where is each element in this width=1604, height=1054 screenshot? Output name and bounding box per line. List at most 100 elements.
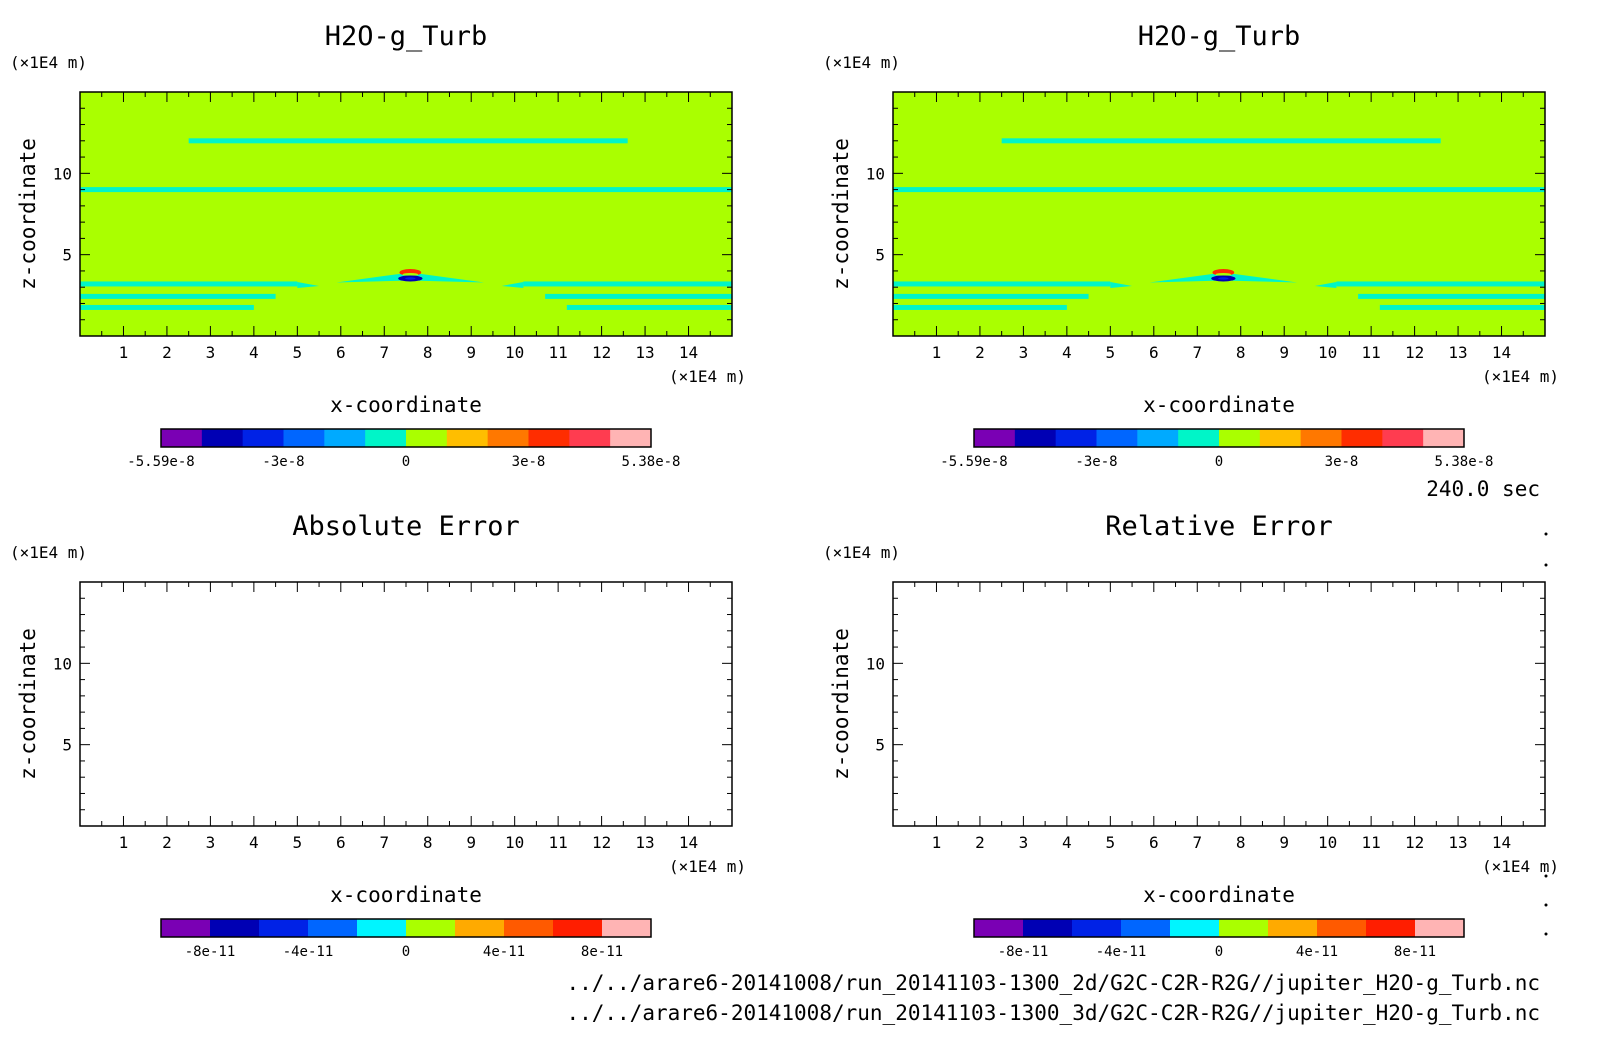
contour-band (1110, 281, 1133, 288)
x-tick-label: 4 (249, 833, 259, 852)
colorbar-segment (1219, 919, 1269, 937)
colorbar-label: 8e-11 (581, 944, 623, 960)
x-tick-label: 1 (119, 833, 129, 852)
contour-band (545, 293, 732, 299)
x-tick-label: 7 (379, 833, 389, 852)
blob-gap (1215, 272, 1232, 276)
x-tick-label: 4 (1062, 833, 1072, 852)
colorbar-segment (1317, 919, 1367, 937)
panel-title: H2O-g_Turb (1138, 21, 1301, 52)
x-tick-label: 3 (1019, 343, 1029, 362)
x-tick-label: 8 (423, 833, 433, 852)
x-tick-label: 2 (162, 343, 172, 362)
colorbar-label: 0 (402, 454, 410, 470)
x-tick-label: 5 (293, 833, 303, 852)
x-tick-label: 2 (975, 833, 985, 852)
panel-title: H2O-g_Turb (325, 21, 488, 52)
colorbar-label: 5.38e-8 (1434, 454, 1493, 470)
margin-dot (1544, 903, 1548, 907)
colorbar-label: -4e-11 (283, 944, 334, 960)
x-tick-label: 14 (679, 343, 698, 362)
contour-band (893, 281, 1111, 287)
x-tick-label: 8 (1236, 833, 1246, 852)
panel-title: Absolute Error (292, 511, 520, 542)
colorbar-segment (1268, 919, 1318, 937)
panel-2: H2O-g_Turb(×1E4 m)1 2 3 4 5 6 7 8 9 10 11 12 13 14510… (823, 21, 1559, 470)
contour-band (1336, 281, 1545, 287)
colorbar-segment (1219, 429, 1261, 447)
colorbar-frame (160, 428, 652, 448)
y-tick-label: 5 (62, 736, 72, 755)
x-tick-label: 6 (1149, 833, 1159, 852)
contour-band (297, 281, 320, 288)
contour-band (523, 281, 732, 287)
contour-band (80, 187, 732, 193)
margin-dot (1544, 874, 1548, 878)
blob-min-core (1218, 277, 1229, 280)
panel-1: H2O-g_Turb(×1E4 m)1 2 3 4 5 6 7 8 9 10 11 12 13 14510… (10, 21, 746, 470)
plot-area (80, 582, 732, 826)
blob-min-core (405, 277, 416, 280)
colorbar-segment (504, 919, 554, 937)
x-tick-label: 13 (1448, 343, 1467, 362)
colorbar-frame (160, 918, 652, 938)
colorbar-label: 0 (1215, 944, 1223, 960)
y-axis-label: z-coordinate (16, 138, 40, 290)
plot-area (80, 92, 732, 336)
colorbar-segment (324, 429, 366, 447)
x-axis-label: x-coordinate (1143, 393, 1295, 417)
colorbar-segment (357, 919, 407, 937)
x-tick-label: 2 (162, 833, 172, 852)
contour-band (1379, 304, 1545, 310)
colorbar-segment (365, 429, 407, 447)
blob-gap (402, 272, 419, 276)
footer-path-3d: ../../arare6-20141008/run_20141103-1300_… (566, 1001, 1540, 1025)
contour-band (893, 293, 1089, 299)
colorbar-segment (161, 919, 211, 937)
x-tick-label: 6 (336, 343, 346, 362)
y-tick-label: 10 (53, 164, 72, 183)
colorbar-label: 4e-11 (1296, 944, 1338, 960)
colorbar-label: 0 (402, 944, 410, 960)
x-tick-label: 6 (1149, 343, 1159, 362)
y-unit-label: (×1E4 m) (823, 53, 900, 72)
y-tick-label: 5 (875, 246, 885, 265)
y-tick-label: 5 (62, 246, 72, 265)
contour-band (80, 281, 298, 287)
x-tick-label: 7 (1192, 833, 1202, 852)
colorbar-segment (210, 919, 260, 937)
colorbar-label: -3e-8 (1075, 454, 1117, 470)
x-unit-label: (×1E4 m) (1482, 367, 1559, 386)
x-tick-label: 5 (293, 343, 303, 362)
colorbar-segment (406, 919, 456, 937)
colorbar-segment (1014, 429, 1057, 447)
y-tick-label: 10 (866, 654, 885, 673)
colorbar-segment (308, 919, 358, 937)
colorbar-frame (973, 918, 1465, 938)
x-tick-label: 6 (336, 833, 346, 852)
x-tick-label: 3 (1019, 833, 1029, 852)
colorbar-segment (487, 429, 529, 447)
colorbar-segment (1055, 429, 1097, 447)
x-tick-label: 14 (679, 833, 698, 852)
contour-band (893, 187, 1545, 193)
x-tick-label: 4 (1062, 343, 1072, 362)
colorbar-segment (1259, 429, 1302, 447)
x-axis-label: x-coordinate (330, 393, 482, 417)
y-axis-label: z-coordinate (829, 628, 853, 780)
contour-band (566, 304, 732, 310)
x-tick-label: 4 (249, 343, 259, 362)
colorbar-segment (1170, 919, 1220, 937)
colorbar-label: -4e-11 (1096, 944, 1147, 960)
panel-title: Relative Error (1105, 511, 1333, 542)
x-tick-label: 10 (1318, 343, 1337, 362)
x-tick-label: 5 (1106, 833, 1116, 852)
panel-3: Absolute Error(×1E4 m)1 2 3 4 5 6 7 8 9 10 11 12 13 1… (10, 511, 746, 960)
x-tick-label: 2 (975, 343, 985, 362)
x-unit-label: (×1E4 m) (1482, 857, 1559, 876)
x-tick-label: 9 (466, 343, 476, 362)
colorbar-segment (283, 429, 325, 447)
colorbar-segment (1382, 429, 1424, 447)
x-tick-label: 12 (1405, 833, 1424, 852)
contour-band (80, 304, 254, 310)
